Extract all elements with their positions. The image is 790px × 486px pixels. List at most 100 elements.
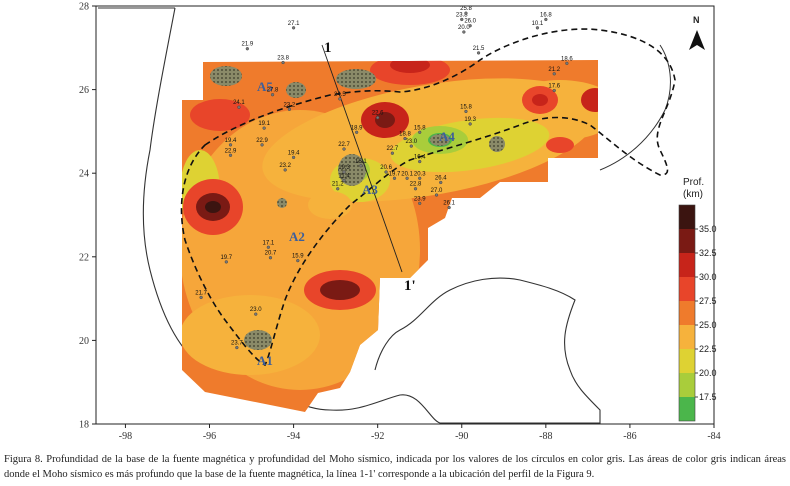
site-value-label: 17.6: [548, 84, 560, 90]
site-marker: [224, 260, 228, 264]
site-marker: [228, 153, 233, 157]
lon-tick-label: -94: [287, 431, 300, 442]
site-value-label: 19.3: [338, 165, 350, 171]
site-marker: [418, 130, 422, 134]
site-value-label: 24.1: [233, 100, 245, 106]
site-value-label: 22.6: [372, 111, 384, 117]
site-marker: [199, 295, 203, 300]
site-marker: [268, 256, 273, 260]
site-value-label: 21.2: [548, 67, 560, 73]
colorbar-swatch: [679, 253, 695, 277]
moho-depth-map: 1 1' A5 A4 A3 A2 A1 27.121.923.823.825.8…: [79, 2, 721, 443]
lon-tick-label: -84: [707, 431, 720, 442]
site-value-label: 21.9: [242, 42, 254, 48]
lon-tick-label: -86: [623, 431, 636, 442]
north-arrow-icon: [689, 30, 705, 50]
site-value-label: 20.3: [414, 171, 426, 177]
site-value-label: 20.6: [380, 165, 392, 171]
site-marker: [552, 72, 556, 76]
site-marker: [355, 130, 359, 134]
site-marker: [418, 201, 422, 206]
colorbar-tick-label: 27.5: [699, 296, 717, 306]
site-value-label: 18.9: [351, 125, 363, 131]
site-value-label: 10.1: [532, 21, 544, 27]
lat-tick-label: 28: [79, 2, 89, 13]
lat-tick-label: 20: [79, 336, 89, 347]
colorbar-swatch: [679, 301, 695, 325]
site-value-label: 15.8: [460, 104, 472, 110]
site-value-label: 22.9: [256, 138, 268, 144]
site-marker: [464, 11, 468, 15]
site-value-label: 20.1: [401, 171, 413, 177]
site-marker: [281, 60, 285, 65]
site-value-label: 16.4: [414, 155, 426, 161]
colorbar-tick-label: 32.5: [699, 248, 717, 258]
dashed-boundary: [180, 28, 676, 367]
site-marker: [462, 30, 466, 34]
site-marker: [336, 187, 340, 191]
site-value-label: 23.8: [277, 56, 289, 62]
site-marker: [392, 176, 397, 180]
site-value-label: 22.7: [338, 142, 350, 148]
site-marker: [460, 17, 464, 22]
site-value-label: 19.1: [258, 121, 270, 127]
lon-tick-label: -92: [371, 431, 384, 442]
colorbar-swatch: [679, 349, 695, 373]
profile-start-label: 1: [324, 40, 332, 56]
site-marker: [418, 176, 422, 180]
site-marker: [291, 26, 296, 30]
figure-caption: Figura 8. Profundidad de la base de la f…: [4, 454, 786, 480]
site-marker: [342, 147, 346, 151]
lon-tick-label: -90: [455, 431, 468, 442]
north-arrow-label: N: [693, 15, 700, 25]
site-marker: [565, 61, 569, 65]
area-label-a3: A3: [362, 182, 378, 197]
site-marker: [291, 155, 296, 160]
depth-colorbar: Prof. (km) 35.0 32.5 30.0 27.5 25.0 22.5 20.0 1…: [678, 177, 717, 422]
lat-tick-label: 18: [79, 420, 89, 431]
site-marker: [270, 93, 275, 97]
site-value-label: 20.7: [265, 251, 277, 257]
site-marker: [384, 170, 388, 174]
site-value-label: 23.2: [279, 163, 291, 169]
site-value-label: 19.7: [389, 171, 401, 177]
site-value-label: 26.4: [435, 175, 447, 181]
area-label-a2: A2: [289, 229, 305, 244]
site-value-label: 23.2: [284, 102, 296, 108]
site-value-label: 20.0: [458, 25, 470, 31]
lon-tick-label: -88: [539, 431, 552, 442]
site-marker: [359, 164, 363, 168]
colorbar-tick-label: 30.0: [699, 272, 717, 282]
site-marker: [342, 178, 346, 183]
site-marker: [434, 193, 439, 197]
site-marker: [418, 159, 422, 164]
site-value-label: 23.7: [231, 341, 243, 347]
site-marker: [409, 144, 413, 148]
north-arrow: N: [689, 15, 705, 50]
site-marker: [228, 143, 233, 147]
site-marker: [447, 205, 451, 210]
site-marker: [376, 116, 380, 120]
lon-tick-label: -98: [119, 431, 132, 442]
colorbar-swatch: [679, 397, 695, 421]
area-label-a5: A5: [257, 79, 273, 94]
site-marker: [476, 51, 481, 55]
site-value-label: 16.8: [540, 12, 552, 18]
site-value-label: 23.0: [405, 139, 417, 145]
site-value-label: 23.8: [456, 12, 468, 18]
colorbar-title: Prof.: [683, 177, 704, 188]
site-marker: [245, 47, 249, 51]
site-value-label: 11.4: [338, 173, 350, 179]
site-value-label: 15.9: [292, 254, 304, 260]
site-value-label: 15.8: [414, 125, 426, 131]
site-marker: [403, 136, 407, 141]
site-marker: [237, 105, 241, 109]
site-value-label: 16.1: [355, 159, 367, 165]
site-value-label: 19.4: [225, 138, 237, 144]
profile-end-label: 1': [404, 278, 416, 294]
site-value-label: 23.9: [414, 196, 426, 202]
site-value-label: 26.1: [443, 201, 455, 207]
site-marker: [296, 258, 300, 263]
site-marker: [468, 122, 472, 126]
site-marker: [283, 168, 287, 172]
